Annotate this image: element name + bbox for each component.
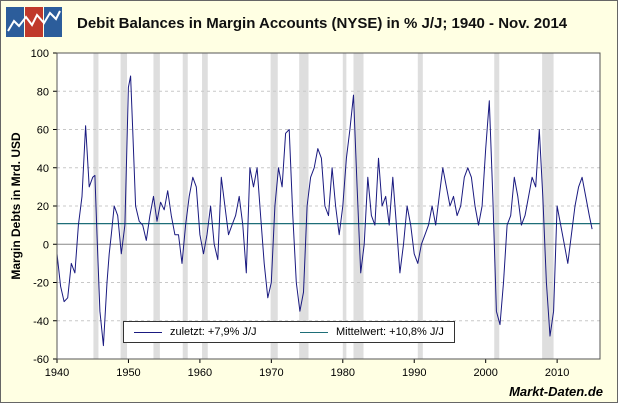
x-tick-label-5: 1990 (402, 367, 426, 379)
y-axis-label: Margin Debts in Mrd. USD (9, 132, 23, 280)
x-tick-label-4: 1980 (331, 367, 355, 379)
recession-band-7 (342, 53, 347, 359)
legend-swatch-series (134, 331, 162, 333)
y-tick-label-6: 60 (37, 125, 49, 137)
source-label: Markt-Daten.de (509, 384, 603, 399)
legend: zuletzt: +7,9% J/J Mittelwert: +10,8% J/… (123, 321, 455, 343)
recession-band-11 (542, 53, 554, 359)
y-tick-label-8: 100 (31, 48, 49, 60)
y-tick-label-4: 20 (37, 201, 49, 213)
y-tick-label-1: -40 (33, 316, 49, 328)
x-tick-label-6: 2000 (473, 367, 497, 379)
chart-title: Debit Balances in Margin Accounts (NYSE)… (77, 15, 568, 32)
x-tick-label-0: 1940 (45, 367, 69, 379)
recession-band-4 (202, 53, 208, 359)
x-tick-label-7: 2010 (545, 367, 569, 379)
y-tick-label-0: -60 (33, 354, 49, 366)
legend-item-last: zuletzt: +7,9% J/J (134, 326, 257, 338)
recession-band-9 (417, 53, 423, 359)
plot-border (56, 52, 601, 360)
x-tick-label-2: 1960 (188, 367, 212, 379)
x-tick-label-1: 1950 (116, 367, 140, 379)
markt-daten-logo (6, 7, 62, 37)
logo-trend-line (7, 10, 61, 32)
y-tick-label-2: -20 (33, 278, 49, 290)
recession-band-2 (153, 53, 160, 359)
legend-item-mean: Mittelwert: +10,8% J/J (300, 326, 444, 338)
legend-label-last: zuletzt: +7,9% J/J (170, 326, 257, 338)
y-tick-label-7: 80 (37, 86, 49, 98)
y-tick-label-5: 40 (37, 163, 49, 175)
series-line (56, 75, 593, 347)
legend-swatch-mean (300, 331, 328, 333)
x-tick-label-3: 1970 (259, 367, 283, 379)
legend-label-mean: Mittelwert: +10,8% J/J (336, 326, 444, 338)
y-tick-label-3: 0 (43, 239, 49, 251)
